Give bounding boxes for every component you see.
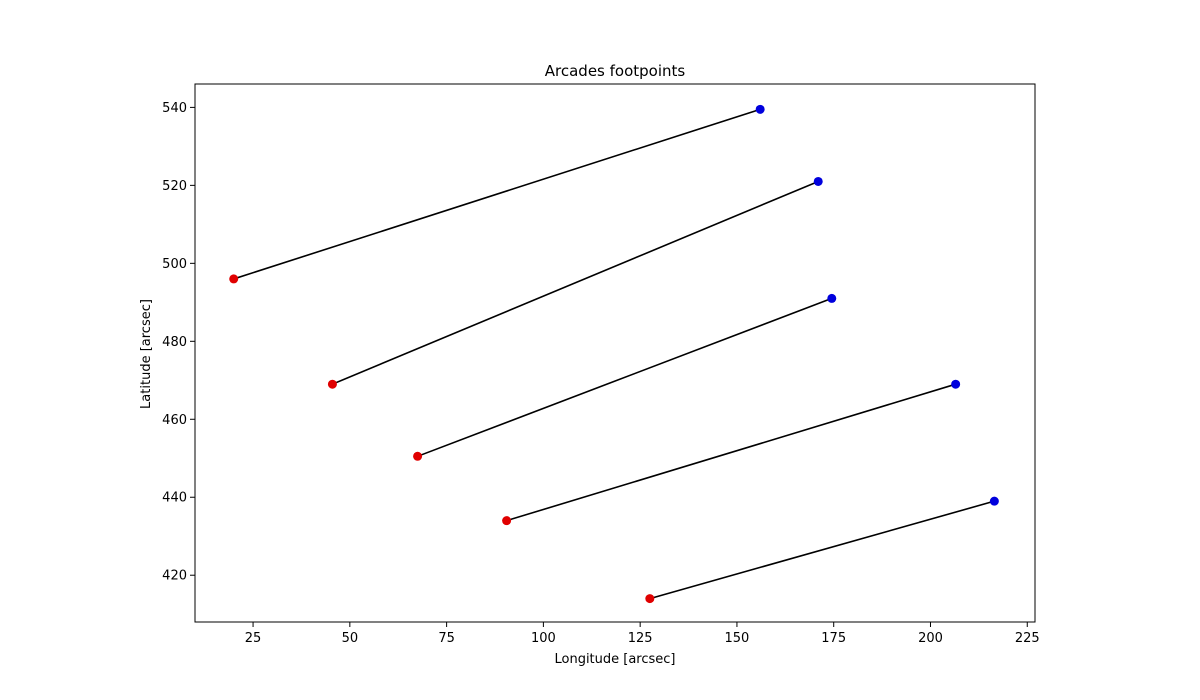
x-tick-label: 50 — [342, 631, 359, 646]
x-tick-label: 125 — [628, 631, 653, 646]
y-axis-ticks: 420 440 460 480 500 520 540 — [162, 101, 195, 584]
x-axis-label: Longitude [arcsec] — [554, 652, 675, 667]
y-tick-label: 500 — [162, 257, 187, 272]
arcade-line — [649, 500, 995, 600]
plot-marks — [229, 104, 999, 604]
x-tick-label: 175 — [821, 631, 846, 646]
y-axis-label: Latitude [arcsec] — [139, 299, 154, 409]
x-tick-label: 25 — [245, 631, 262, 646]
y-tick-label: 460 — [162, 413, 187, 428]
x-tick-label: 75 — [438, 631, 455, 646]
y-tick-label: 480 — [162, 335, 187, 350]
start-footpoint — [327, 379, 337, 389]
y-tick-label: 520 — [162, 179, 187, 194]
y-tick-label: 540 — [162, 101, 187, 116]
x-tick-label: 200 — [918, 631, 943, 646]
chart-title: Arcades footpoints — [545, 62, 686, 80]
arcade-line — [417, 297, 833, 458]
end-footpoint — [951, 379, 961, 389]
x-tick-label: 225 — [1015, 631, 1040, 646]
start-footpoint — [502, 516, 512, 526]
end-footpoint — [989, 496, 999, 506]
start-footpoint — [645, 594, 655, 604]
end-footpoint — [755, 104, 765, 114]
end-footpoint — [827, 293, 837, 303]
arcade-line — [233, 108, 761, 280]
x-axis-ticks: 25 50 75 100 125 150 175 200 225 — [245, 622, 1040, 646]
y-tick-label: 420 — [162, 569, 187, 584]
arcade-line — [506, 383, 956, 522]
plot-frame — [194, 83, 1036, 623]
end-footpoint — [813, 176, 823, 186]
x-tick-label: 150 — [725, 631, 750, 646]
arcade-line — [332, 180, 819, 385]
x-tick-label: 100 — [531, 631, 556, 646]
start-footpoint — [229, 274, 239, 284]
y-tick-label: 440 — [162, 491, 187, 506]
start-footpoint — [413, 451, 423, 461]
